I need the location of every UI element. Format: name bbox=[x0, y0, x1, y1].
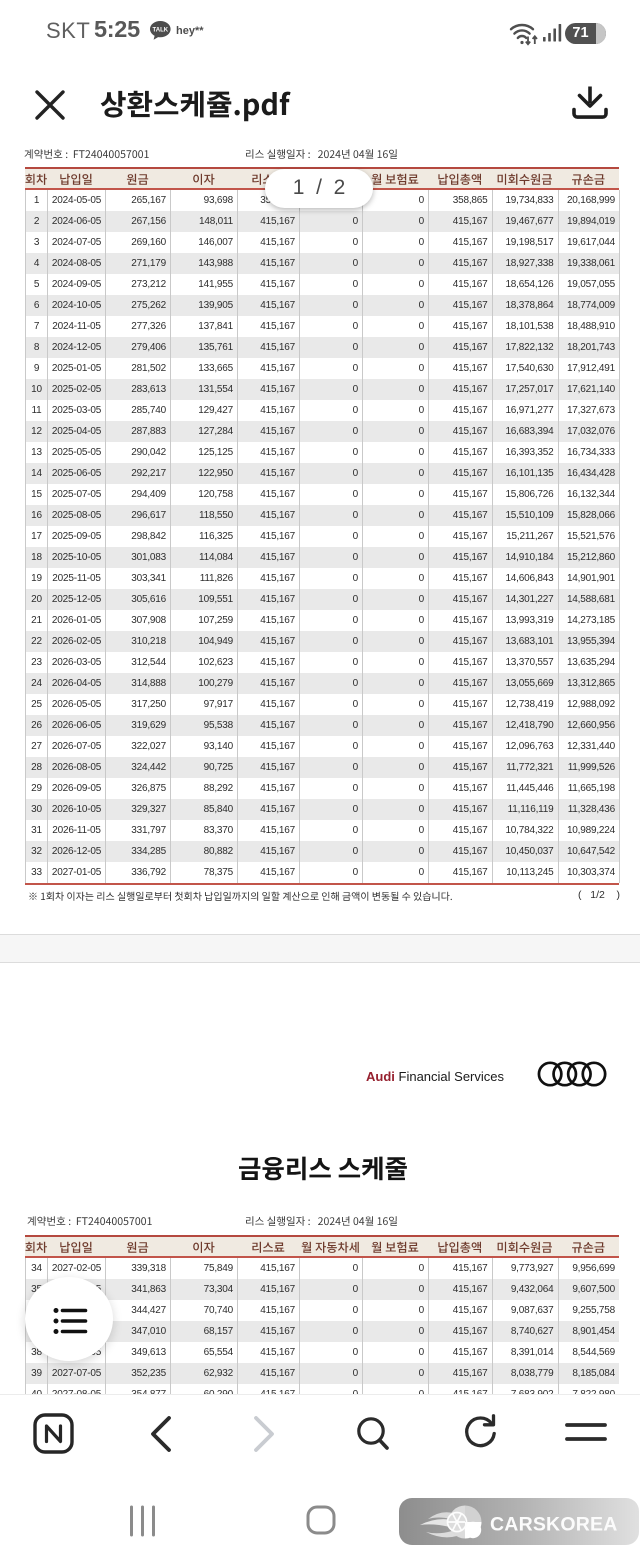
svg-text:TALK: TALK bbox=[153, 28, 169, 34]
svg-text:CARSKOREA: CARSKOREA bbox=[490, 1514, 617, 1536]
